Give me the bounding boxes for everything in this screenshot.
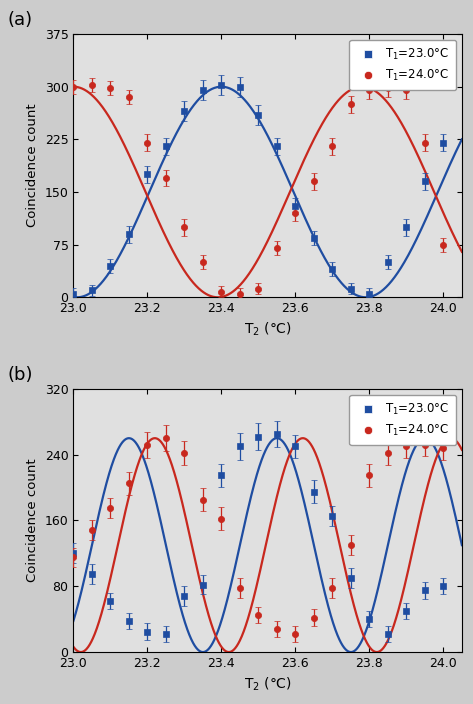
X-axis label: T$_2$ (°C): T$_2$ (°C)	[244, 321, 291, 338]
X-axis label: T$_2$ (°C): T$_2$ (°C)	[244, 676, 291, 693]
Y-axis label: Coincidence count: Coincidence count	[26, 458, 39, 582]
Text: (b): (b)	[8, 365, 33, 384]
Y-axis label: Coincidence count: Coincidence count	[26, 104, 39, 227]
Text: (a): (a)	[8, 11, 33, 29]
Legend: T$_1$=23.0°C, T$_1$=24.0°C: T$_1$=23.0°C, T$_1$=24.0°C	[349, 40, 456, 90]
Legend: T$_1$=23.0°C, T$_1$=24.0°C: T$_1$=23.0°C, T$_1$=24.0°C	[349, 395, 456, 445]
